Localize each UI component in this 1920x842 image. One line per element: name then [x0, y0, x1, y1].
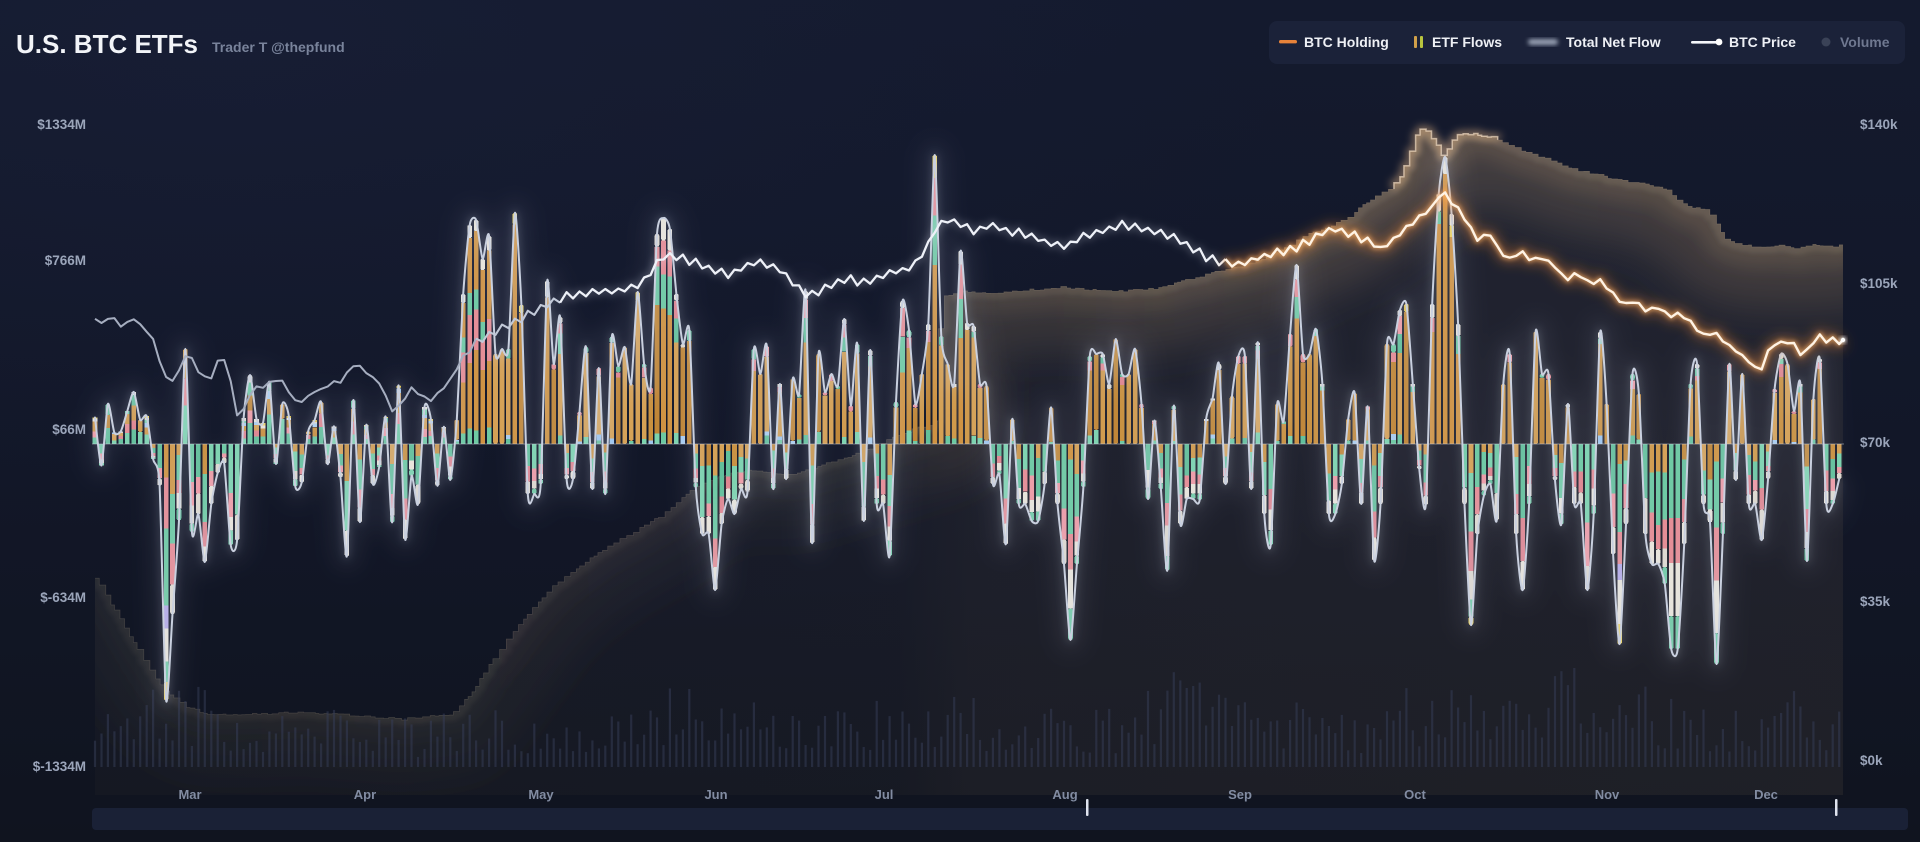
svg-text:$35k: $35k [1860, 594, 1891, 609]
svg-text:Mar: Mar [178, 787, 201, 802]
svg-text:$-634M: $-634M [40, 590, 86, 605]
svg-text:$66M: $66M [52, 422, 86, 437]
svg-text:Trader T @thepfund: Trader T @thepfund [212, 39, 345, 55]
svg-text:ETF Flows: ETF Flows [1432, 34, 1502, 50]
svg-text:Dec: Dec [1754, 787, 1778, 802]
svg-text:$140k: $140k [1860, 117, 1898, 132]
svg-text:Aug: Aug [1052, 787, 1077, 802]
svg-text:Sep: Sep [1228, 787, 1252, 802]
svg-text:$105k: $105k [1860, 276, 1898, 291]
svg-text:BTC Price: BTC Price [1729, 34, 1796, 50]
svg-text:May: May [528, 787, 554, 802]
svg-text:Volume: Volume [1840, 34, 1890, 50]
svg-text:BTC Holding: BTC Holding [1304, 34, 1389, 50]
svg-text:Jul: Jul [875, 787, 894, 802]
svg-text:$766M: $766M [45, 253, 86, 268]
svg-text:$70k: $70k [1860, 435, 1891, 450]
svg-text:Apr: Apr [354, 787, 376, 802]
svg-text:$1334M: $1334M [37, 117, 86, 132]
svg-text:Total Net Flow: Total Net Flow [1566, 34, 1661, 50]
svg-text:$-1334M: $-1334M [33, 759, 86, 774]
svg-text:$0k: $0k [1860, 753, 1883, 768]
svg-text:Jun: Jun [704, 787, 727, 802]
svg-text:Oct: Oct [1404, 787, 1426, 802]
svg-text:Nov: Nov [1595, 787, 1620, 802]
svg-text:U.S. BTC ETFs: U.S. BTC ETFs [16, 29, 198, 59]
